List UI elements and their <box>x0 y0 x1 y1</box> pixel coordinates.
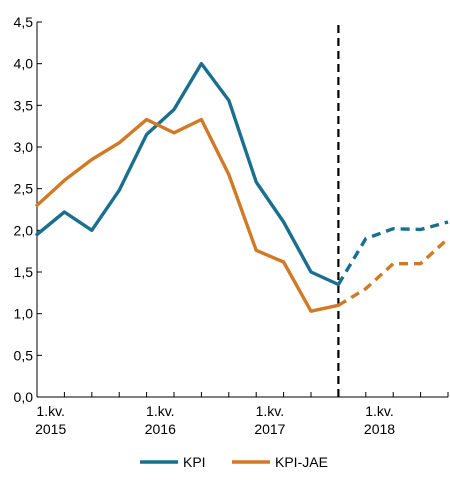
x-tick-label: 2016 <box>145 421 176 437</box>
y-tick-label: 3,5 <box>14 97 34 113</box>
y-axis: 0,0 0,5 1,0 1,5 2,0 2,5 3,0 3,5 4,0 4,5 <box>14 14 42 405</box>
y-tick-label: 4,0 <box>14 56 34 72</box>
legend-label-kpi-jae: KPI-JAE <box>275 454 328 470</box>
x-axis: 1.kv. 2015 1.kv. 2016 1.kv. 2017 1.kv. 2018 <box>35 392 449 437</box>
x-tick-label: 1.kv. <box>365 403 394 419</box>
series-line-kpi-jae <box>35 117 341 313</box>
series-lines <box>35 25 450 397</box>
y-tick-label: 2,0 <box>14 222 34 238</box>
y-tick-label: 1,0 <box>14 306 34 322</box>
y-tick-label: 3,0 <box>14 139 34 155</box>
series-projection-kpi-jae <box>337 237 450 307</box>
y-tick-label: 2,5 <box>14 181 34 197</box>
x-tick-label: 1.kv. <box>256 403 285 419</box>
legend: KPI KPI-JAE <box>140 454 328 470</box>
x-tick-label: 2015 <box>35 421 66 437</box>
legend-label-kpi: KPI <box>183 454 206 470</box>
y-tick-label: 1,5 <box>14 264 34 280</box>
y-tick-label: 0,5 <box>14 347 34 363</box>
x-tick-label: 1.kv. <box>146 403 175 419</box>
x-tick-label: 1.kv. <box>36 403 65 419</box>
x-tick-label: 2018 <box>364 421 395 437</box>
y-tick-label: 0,0 <box>14 389 34 405</box>
x-tick-label: 2017 <box>254 421 285 437</box>
y-tick-label: 4,5 <box>14 14 34 30</box>
series-line-kpi <box>35 61 341 287</box>
series-projection-kpi <box>336 220 449 286</box>
